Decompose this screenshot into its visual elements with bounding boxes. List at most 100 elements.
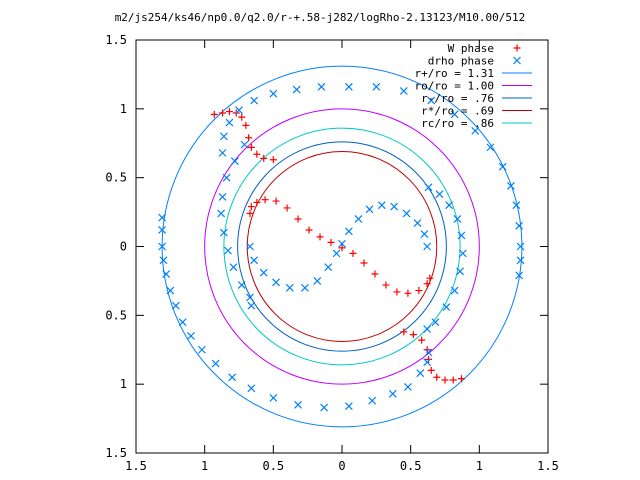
data-point: [424, 183, 433, 192]
data-point: [402, 209, 411, 218]
data-point: [338, 239, 346, 248]
data-point: [420, 230, 429, 239]
data-point: [269, 89, 278, 98]
data-point: [162, 270, 171, 278]
data-point: [450, 286, 459, 295]
data-point: [224, 246, 232, 255]
data-point: [423, 280, 431, 288]
data-point: [178, 318, 187, 327]
data-point: [515, 271, 524, 280]
data-point: [228, 373, 237, 382]
data-point: [187, 332, 195, 340]
data-point: [237, 281, 246, 289]
data-point: [235, 106, 243, 115]
data-point: [423, 242, 432, 251]
data-point: [305, 226, 313, 234]
x-tick-label: 1: [201, 459, 208, 473]
legend-entry: drho phase: [428, 55, 521, 68]
data-point: [338, 244, 346, 252]
data-point: [404, 289, 412, 297]
data-point: [219, 109, 227, 117]
data-point: [457, 375, 465, 383]
data-point: [400, 328, 408, 336]
data-point: [320, 403, 329, 412]
x-tick-label: 1.5: [537, 459, 559, 473]
data-point: [211, 359, 220, 368]
axis-ticks: 1.5 1 0.5 0 0.5 1 1.51.510.500.511.5: [105, 33, 559, 473]
data-point: [250, 256, 259, 265]
data-point: [225, 118, 234, 127]
data-point: [317, 82, 326, 91]
data-point: [431, 318, 440, 327]
legend-label: drho phase: [428, 55, 494, 68]
data-point: [219, 228, 228, 237]
data-point: [445, 201, 454, 210]
data-point: [324, 263, 333, 272]
data-point: [294, 215, 302, 223]
data-point: [344, 402, 353, 411]
data-point: [441, 376, 449, 384]
data-point: [332, 249, 341, 258]
data-point: [433, 373, 441, 381]
data-series: [158, 82, 525, 412]
data-point: [399, 87, 408, 95]
legend-marker: [513, 44, 521, 52]
data-point: [261, 196, 269, 204]
data-point: [158, 242, 167, 251]
data-point: [245, 134, 253, 142]
data-point: [382, 281, 390, 289]
legend-marker: [513, 56, 521, 65]
data-point: [217, 209, 226, 218]
y-tick-label: 0: [120, 240, 127, 254]
data-point: [371, 270, 379, 278]
data-point: [344, 82, 353, 91]
legend-label: ro/ro = 1.00: [415, 80, 494, 93]
data-point: [316, 233, 324, 241]
data-point: [250, 96, 259, 105]
data-point: [354, 215, 363, 223]
data-point: [360, 259, 368, 267]
legend-entry: W phase: [448, 42, 521, 55]
data-point: [403, 382, 412, 391]
legend-label: rc/ro = .86: [421, 117, 494, 130]
x-tick-label: 1.5: [125, 459, 147, 473]
data-point: [253, 150, 261, 158]
data-point: [435, 190, 444, 199]
data-point: [272, 278, 281, 287]
data-point: [471, 126, 480, 135]
data-point: [498, 162, 507, 171]
data-point: [512, 201, 521, 210]
data-point: [442, 303, 451, 311]
legend-entry: rc/ro = .86: [421, 117, 532, 130]
data-point: [458, 249, 467, 258]
data-point: [365, 205, 374, 214]
legend-entry: r*/ro = .69: [421, 105, 532, 118]
data-point: [425, 355, 433, 363]
data-point: [247, 203, 255, 211]
x-tick-label: 0: [338, 459, 345, 473]
data-point: [197, 345, 206, 354]
data-point: [225, 108, 233, 116]
data-point: [294, 400, 302, 409]
data-point: [388, 389, 397, 398]
data-point: [390, 202, 399, 211]
data-point: [260, 154, 268, 162]
data-point: [313, 276, 322, 285]
data-point: [413, 219, 422, 228]
data-point: [377, 201, 386, 210]
legend-entry: r+/ro = 1.31: [415, 67, 532, 80]
y-tick-label: 0.5: [105, 171, 127, 185]
data-point: [218, 193, 227, 201]
legend-entry: ro/ro = 1.00: [415, 80, 532, 93]
data-point: [453, 215, 462, 223]
data-point: [423, 358, 432, 367]
data-point: [285, 283, 294, 292]
data-point: [210, 110, 218, 118]
data-point: [218, 148, 227, 157]
data-point: [368, 396, 377, 405]
y-tick-label: 1: [120, 102, 127, 116]
legend-label: r-/ro = .76: [421, 92, 494, 105]
data-point: [159, 256, 168, 265]
